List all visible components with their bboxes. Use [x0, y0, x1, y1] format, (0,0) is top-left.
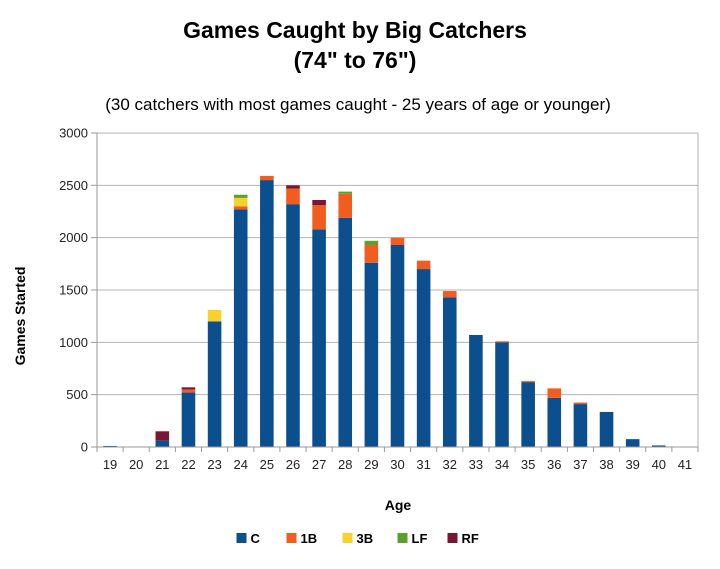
x-tick-label: 34: [495, 457, 509, 472]
bar-3b-age-24: [234, 198, 248, 206]
bar-c-age-36: [547, 398, 561, 447]
legend-label-3b: 3B: [357, 531, 374, 546]
x-tick-label: 29: [364, 457, 378, 472]
legend-label-c: C: [251, 531, 261, 546]
bar-c-age-37: [574, 404, 588, 447]
bar-c-age-38: [600, 412, 614, 447]
bar-1b-age-31: [417, 261, 431, 269]
x-tick-label: 20: [129, 457, 143, 472]
bar-c-age-21: [156, 441, 170, 447]
bar-1b-age-34: [495, 341, 509, 342]
chart-title-line2: (74" to 76"): [294, 47, 417, 73]
x-tick-label: 25: [260, 457, 274, 472]
x-tick-labels: 19 20 21 22 23 24 25 26 27 28 29 30 31 32 33 34 35 36 37 38…: [97, 447, 698, 472]
x-axis-title: Age: [385, 497, 412, 513]
x-tick-label: 40: [652, 457, 666, 472]
bar-rf-age-21: [156, 431, 170, 440]
bar-lf-age-24: [234, 195, 248, 198]
x-tick-label: 36: [547, 457, 561, 472]
bar-1b-age-26: [286, 188, 300, 204]
x-tick-label: 31: [416, 457, 430, 472]
x-tick-label: 24: [233, 457, 247, 472]
bar-rf-age-22: [182, 387, 196, 389]
bar-rf-age-27: [312, 200, 326, 205]
y-tick-labels: 0 500 1000 1500 2000 2500 3000: [59, 126, 88, 455]
bar-1b-age-22: [182, 389, 196, 392]
bar-1b-age-32: [443, 291, 457, 297]
bar-c-age-29: [365, 263, 379, 447]
bar-c-age-22: [182, 393, 196, 447]
chart-subtitle: (30 catchers with most games caught - 25…: [105, 95, 611, 114]
bar-c-age-23: [208, 321, 222, 447]
legend-label-lf: LF: [412, 531, 428, 546]
legend-swatch-c: [237, 533, 247, 543]
bar-c-age-31: [417, 269, 431, 447]
y-tick-label: 3000: [59, 126, 88, 141]
bar-c-age-32: [443, 297, 457, 447]
bar-1b-age-29: [365, 245, 379, 263]
bar-1b-age-36: [547, 388, 561, 397]
bar-rf-age-26: [286, 185, 300, 188]
y-tick-label: 0: [81, 440, 88, 455]
x-tick-label: 39: [625, 457, 639, 472]
bar-c-age-24: [234, 209, 248, 447]
legend: C 1B 3B LF RF: [237, 531, 479, 546]
x-tick-label: 19: [103, 457, 117, 472]
x-tick-label: 32: [443, 457, 457, 472]
x-tick-label: 33: [469, 457, 483, 472]
x-tick-label: 27: [312, 457, 326, 472]
bar-c-age-33: [469, 335, 483, 447]
bar-c-age-39: [626, 439, 640, 447]
bar-3b-age-23: [208, 310, 222, 322]
chart-title: Games Caught by Big Catchers: [183, 17, 527, 43]
x-tick-label: 41: [678, 457, 692, 472]
x-tick-label: 35: [521, 457, 535, 472]
bar-c-age-28: [338, 218, 352, 447]
bar-1b-age-28: [338, 194, 352, 218]
y-tick-label: 500: [66, 387, 88, 402]
bar-1b-age-35: [521, 381, 535, 382]
bar-c-age-34: [495, 342, 509, 447]
y-tick-label: 2000: [59, 230, 88, 245]
legend-swatch-lf: [398, 533, 408, 543]
bar-1b-age-25: [260, 176, 274, 180]
legend-swatch-rf: [448, 533, 458, 543]
legend-label-rf: RF: [462, 531, 479, 546]
legend-swatch-1b: [287, 533, 297, 543]
bar-c-age-25: [260, 180, 274, 447]
bar-1b-age-30: [391, 238, 405, 245]
x-tick-label: 22: [181, 457, 195, 472]
y-tick-label: 2500: [59, 178, 88, 193]
y-tick-label: 1500: [59, 283, 88, 298]
bar-lf-age-29: [365, 241, 379, 245]
x-tick-label: 23: [207, 457, 221, 472]
x-tick-label: 37: [573, 457, 587, 472]
bar-c-age-26: [286, 204, 300, 447]
x-tick-label: 21: [155, 457, 169, 472]
bar-1b-age-37: [574, 403, 588, 405]
bar-c-age-30: [391, 245, 405, 447]
y-tick-label: 1000: [59, 335, 88, 350]
legend-swatch-3b: [343, 533, 353, 543]
bar-lf-age-28: [338, 192, 352, 194]
legend-label-1b: 1B: [301, 531, 318, 546]
x-tick-label: 30: [390, 457, 404, 472]
bars: [103, 176, 691, 447]
bar-c-age-27: [312, 229, 326, 447]
y-axis-title: Games Started: [12, 267, 28, 366]
bar-1b-age-24: [234, 206, 248, 209]
x-tick-label: 28: [338, 457, 352, 472]
x-tick-label: 26: [286, 457, 300, 472]
bar-1b-age-27: [312, 205, 326, 229]
bar-c-age-35: [521, 382, 535, 447]
x-tick-label: 38: [599, 457, 613, 472]
